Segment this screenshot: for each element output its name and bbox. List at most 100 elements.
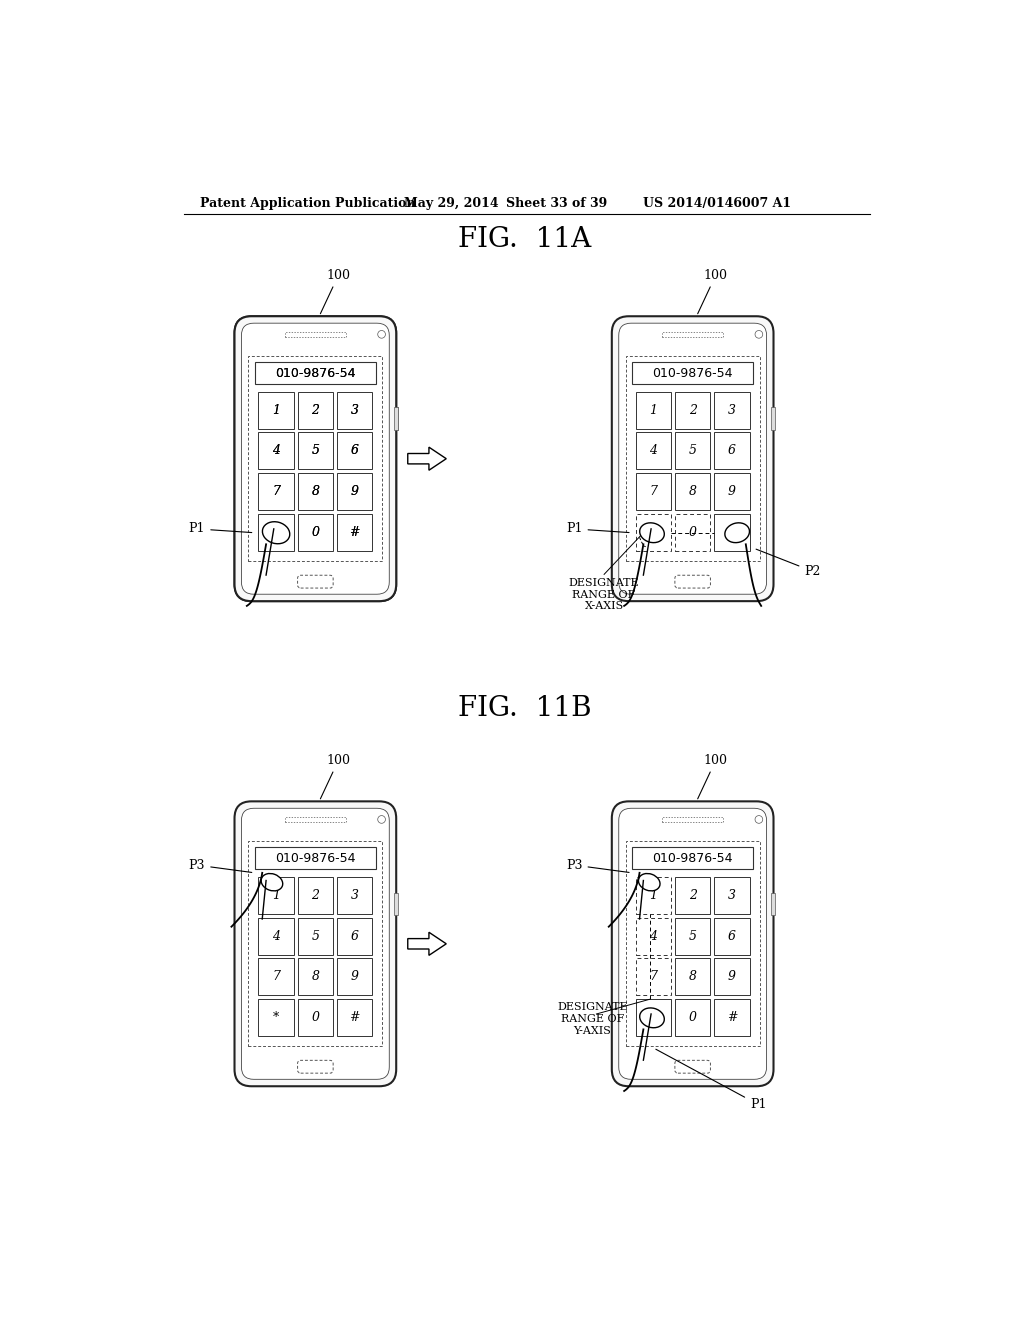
Bar: [249, 841, 382, 1047]
Text: DESIGNATE
RANGE OF
X-AXIS: DESIGNATE RANGE OF X-AXIS: [568, 578, 639, 611]
Bar: [337, 474, 373, 511]
FancyBboxPatch shape: [298, 1060, 333, 1073]
Text: 010-9876-54: 010-9876-54: [652, 367, 733, 380]
Bar: [249, 356, 382, 561]
Text: 010-9876-54: 010-9876-54: [275, 851, 355, 865]
Text: 3: 3: [350, 888, 358, 902]
Ellipse shape: [261, 874, 283, 891]
Text: 2: 2: [689, 404, 696, 417]
Text: 6: 6: [350, 929, 358, 942]
Ellipse shape: [640, 1008, 665, 1028]
Bar: [258, 515, 294, 552]
Text: Patent Application Publication: Patent Application Publication: [200, 197, 416, 210]
Text: 6: 6: [728, 929, 736, 942]
Bar: [298, 515, 333, 552]
Ellipse shape: [725, 523, 750, 543]
Text: *: *: [273, 527, 280, 540]
Text: 5: 5: [311, 929, 319, 942]
Bar: [714, 392, 750, 429]
Bar: [255, 847, 376, 869]
Text: DESIGNATE
RANGE OF
Y-AXIS: DESIGNATE RANGE OF Y-AXIS: [557, 1002, 628, 1036]
FancyBboxPatch shape: [611, 801, 773, 1086]
Bar: [285, 331, 346, 337]
Text: 9: 9: [728, 970, 736, 983]
Bar: [337, 515, 373, 552]
Bar: [636, 515, 671, 552]
Bar: [298, 876, 333, 913]
Bar: [258, 958, 294, 995]
Text: 010-9876-54: 010-9876-54: [275, 367, 355, 380]
Text: 8: 8: [689, 970, 696, 983]
Bar: [675, 999, 711, 1036]
FancyBboxPatch shape: [234, 317, 396, 601]
Text: FIG.  11A: FIG. 11A: [458, 226, 592, 252]
Bar: [258, 474, 294, 511]
Bar: [255, 362, 376, 384]
Text: #: #: [349, 1011, 359, 1024]
FancyBboxPatch shape: [234, 317, 396, 601]
Text: #: #: [727, 1011, 737, 1024]
Text: 010-9876-54: 010-9876-54: [652, 851, 733, 865]
Text: #: #: [727, 527, 737, 540]
Text: 0: 0: [689, 527, 696, 540]
Text: 4: 4: [272, 445, 281, 458]
Bar: [258, 515, 294, 552]
FancyBboxPatch shape: [675, 576, 711, 589]
Text: 3: 3: [728, 888, 736, 902]
Text: 8: 8: [311, 486, 319, 499]
Text: P3: P3: [188, 858, 252, 873]
Bar: [675, 474, 711, 511]
Text: 9: 9: [350, 486, 358, 499]
Bar: [249, 356, 382, 561]
Bar: [675, 433, 711, 470]
Ellipse shape: [638, 874, 660, 891]
FancyBboxPatch shape: [298, 576, 333, 589]
FancyBboxPatch shape: [234, 801, 396, 1086]
Bar: [337, 515, 373, 552]
Text: 3: 3: [350, 404, 358, 417]
Polygon shape: [408, 447, 446, 470]
Bar: [636, 433, 671, 470]
Text: 0: 0: [689, 1011, 696, 1024]
Text: 5: 5: [689, 929, 696, 942]
Bar: [298, 917, 333, 954]
Text: P2: P2: [756, 549, 820, 578]
Bar: [258, 392, 294, 429]
Bar: [255, 362, 376, 384]
FancyBboxPatch shape: [242, 323, 389, 594]
Text: 7: 7: [272, 486, 281, 499]
FancyBboxPatch shape: [242, 808, 389, 1080]
Text: 6: 6: [728, 445, 736, 458]
Bar: [298, 958, 333, 995]
Text: 1: 1: [272, 404, 281, 417]
Bar: [714, 917, 750, 954]
Text: 0: 0: [311, 527, 319, 540]
Bar: [662, 817, 723, 822]
Bar: [337, 999, 373, 1036]
Bar: [337, 433, 373, 470]
Bar: [626, 841, 760, 1047]
Text: 4: 4: [649, 445, 657, 458]
Bar: [298, 474, 333, 511]
Text: P3: P3: [566, 858, 629, 873]
Bar: [675, 917, 711, 954]
Text: 7: 7: [272, 486, 281, 499]
Text: 8: 8: [311, 970, 319, 983]
Text: 1: 1: [272, 404, 281, 417]
Bar: [258, 917, 294, 954]
Bar: [636, 876, 671, 913]
Text: 2: 2: [311, 404, 319, 417]
Text: US 2014/0146007 A1: US 2014/0146007 A1: [643, 197, 791, 210]
Bar: [662, 331, 723, 337]
Ellipse shape: [262, 521, 290, 544]
FancyBboxPatch shape: [618, 323, 767, 594]
Bar: [298, 474, 333, 511]
Text: 100: 100: [697, 268, 728, 314]
Bar: [714, 958, 750, 995]
FancyBboxPatch shape: [618, 808, 767, 1080]
Bar: [394, 408, 397, 430]
Bar: [714, 999, 750, 1036]
Bar: [626, 356, 760, 561]
Circle shape: [755, 330, 763, 338]
Text: 100: 100: [321, 754, 350, 799]
